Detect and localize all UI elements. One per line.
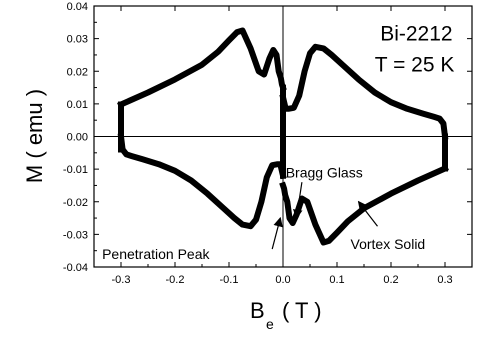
x-tick-label: 0.2 xyxy=(383,274,398,286)
y-tick-label: 0.01 xyxy=(67,99,88,111)
x-tick-label: -0.1 xyxy=(220,274,239,286)
y-tick-label: 0.04 xyxy=(67,1,88,13)
annotation-label: Penetration Peak xyxy=(102,246,210,262)
y-tick-label: 0.02 xyxy=(67,66,88,78)
x-tick-label: 0.3 xyxy=(437,274,452,286)
y-tick-label: -0.02 xyxy=(63,197,88,209)
y-axis-title: M ( emu ) xyxy=(22,89,47,183)
annotation-label: T = 25 K xyxy=(375,53,455,76)
x-tick-label: -0.3 xyxy=(112,274,131,286)
x-tick-label: 0.1 xyxy=(329,274,344,286)
y-tick-label: 0.00 xyxy=(67,132,88,144)
x-tick-label: 0.0 xyxy=(275,274,290,286)
annotation-label: Vortex Solid xyxy=(351,236,426,252)
x-axis-title-unit: ( T ) xyxy=(282,298,322,323)
annotation-arrow xyxy=(357,200,378,227)
annotation-label: Bi-2212 xyxy=(380,22,452,45)
series-layer xyxy=(117,27,449,246)
y-tick-label: -0.04 xyxy=(63,262,88,274)
annotation-label: Bragg Glass xyxy=(286,164,363,180)
series-line-2 xyxy=(279,164,449,246)
annotation-layer: Bi-2212 T = 25 K Bragg Glass Penetration Pe… xyxy=(102,22,454,262)
series-line-0 xyxy=(117,27,287,109)
x-axis-title-subscript: e xyxy=(266,316,274,332)
y-tick-label: -0.01 xyxy=(63,164,88,176)
series-line-1 xyxy=(279,43,449,140)
series-line-3 xyxy=(117,133,287,230)
annotation-arrow xyxy=(271,216,283,250)
y-tick-label: -0.03 xyxy=(63,229,88,241)
annotation-arrow xyxy=(293,182,303,220)
x-tick-label: -0.2 xyxy=(166,274,185,286)
tick-labels: -0.3 -0.2 -0.1 0.0 0.1 0.2 0.3 -0.04 -0.03 -0.02 -… xyxy=(63,1,453,286)
y-tick-label: 0.03 xyxy=(67,34,88,46)
x-axis-title: B xyxy=(250,298,265,323)
ticks xyxy=(93,5,473,268)
